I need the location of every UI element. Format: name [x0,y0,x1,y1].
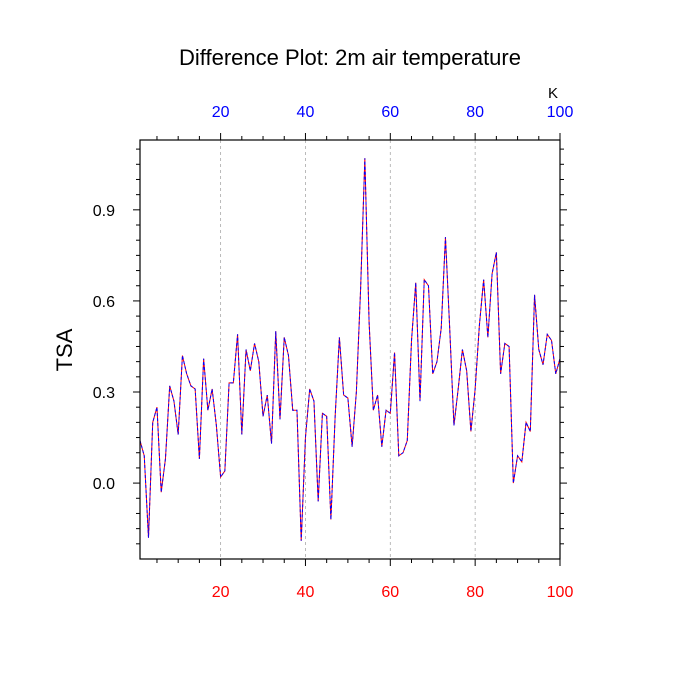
x-tick-label-bottom-100: 100 [547,584,574,601]
x-tick-label-top-20: 20 [212,104,230,121]
x-tick-label-bottom-80: 80 [466,584,484,601]
series-line-1 [139,158,561,541]
top-axis-unit: K [548,85,558,102]
y-tick-label-0: 0.0 [93,476,115,493]
y-tick-label-3: 0.9 [93,203,115,220]
y-tick-label-1: 0.3 [93,385,115,402]
x-tick-label-top-40: 40 [297,104,315,121]
axes-layer [133,133,567,566]
x-tick-label-bottom-40: 40 [297,584,315,601]
labels-layer: 20 20 40 40 60 60 80 80 100 100 0.0 0.3 0.6 0.9 [93,104,574,601]
y-tick-label-2: 0.6 [93,294,115,311]
x-tick-label-top-80: 80 [466,104,484,121]
x-tick-label-top-60: 60 [381,104,399,121]
x-tick-label-bottom-60: 60 [381,584,399,601]
x-tick-label-bottom-20: 20 [212,584,230,601]
y-axis-label: TSA [52,328,77,371]
x-tick-label-top-100: 100 [547,104,574,121]
grid-layer [220,140,476,559]
chart-title: Difference Plot: 2m air temperature [179,45,521,70]
series-line-2 [139,158,561,541]
plot-frame [139,139,561,560]
series-layer [139,158,561,541]
